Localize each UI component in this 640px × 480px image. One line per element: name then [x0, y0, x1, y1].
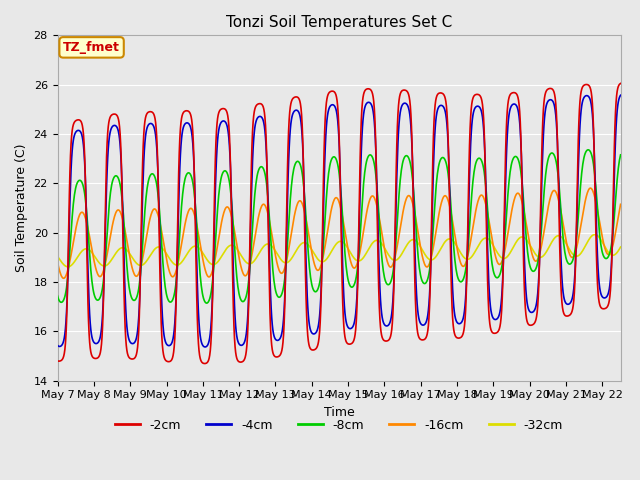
Y-axis label: Soil Temperature (C): Soil Temperature (C)	[15, 144, 28, 272]
Title: Tonzi Soil Temperatures Set C: Tonzi Soil Temperatures Set C	[226, 15, 452, 30]
Text: TZ_fmet: TZ_fmet	[63, 41, 120, 54]
X-axis label: Time: Time	[324, 406, 355, 419]
Legend: -2cm, -4cm, -8cm, -16cm, -32cm: -2cm, -4cm, -8cm, -16cm, -32cm	[110, 414, 568, 437]
